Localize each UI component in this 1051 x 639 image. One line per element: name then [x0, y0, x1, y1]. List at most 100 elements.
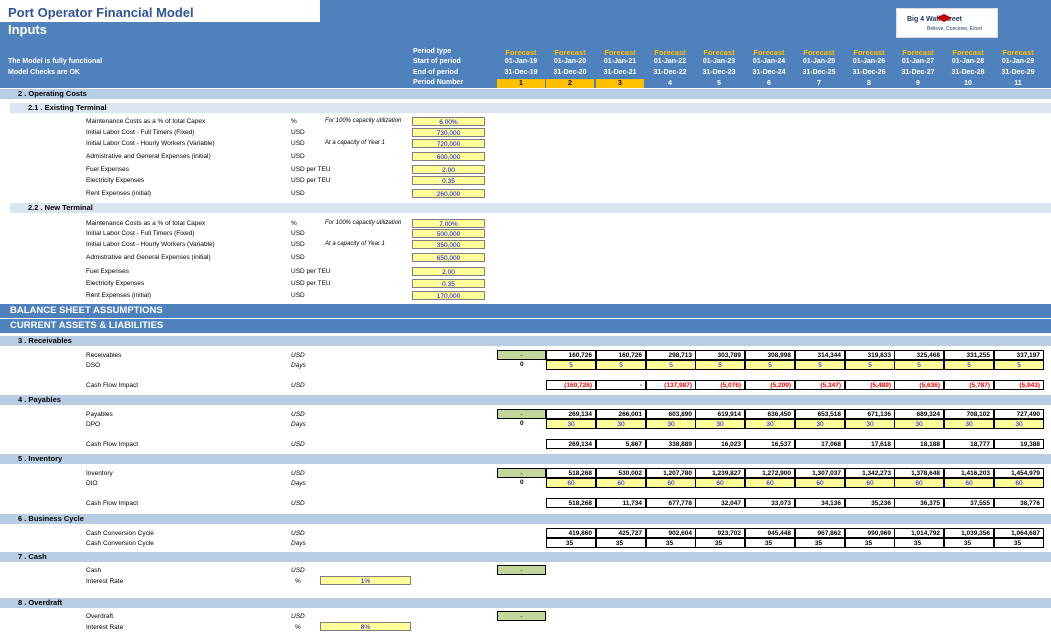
period-end: 31-Dec-27 [901, 69, 935, 76]
days-cell[interactable]: 30 [596, 419, 646, 429]
days-cell[interactable]: 5 [795, 360, 845, 370]
cashflow-cell: 11,734 [596, 498, 646, 508]
days-cell[interactable]: 30 [795, 419, 845, 429]
input-cell[interactable]: 500,000 [412, 229, 485, 238]
interest-rate-input[interactable]: 1% [320, 576, 411, 585]
days-cell[interactable]: 30 [994, 419, 1044, 429]
days-cell[interactable]: 30 [546, 419, 596, 429]
input-cell[interactable]: 170,000 [412, 291, 485, 300]
input-cell[interactable]: 350,000 [412, 240, 485, 249]
days-cell[interactable]: 30 [944, 419, 994, 429]
days-cell[interactable]: 5 [596, 360, 646, 370]
days-cell[interactable]: 60 [646, 478, 696, 488]
days-cell[interactable]: 30 [646, 419, 696, 429]
period-number: 6 [767, 80, 771, 87]
row-label: Admistrative and General Expenses (initi… [86, 153, 211, 160]
cashflow-cell: 32,047 [695, 498, 745, 508]
input-cell[interactable]: 0.35 [412, 279, 485, 288]
days-cell[interactable]: 60 [944, 478, 994, 488]
base-cell[interactable]: - [497, 468, 546, 478]
value-cell: 603,890 [646, 409, 696, 419]
days-cell[interactable]: 5 [894, 360, 944, 370]
days-cell[interactable]: 60 [546, 478, 596, 488]
section-receivables: 3 . Receivables [0, 336, 1051, 346]
period-end: 31-Dec-25 [802, 69, 836, 76]
value-cell: 298,713 [646, 350, 696, 360]
row-label: Fuel Expenses [86, 268, 129, 275]
input-cell[interactable]: 7.00% [412, 219, 485, 228]
input-cell[interactable]: 260,000 [412, 189, 485, 198]
period-type: Forecast [1002, 48, 1034, 57]
period-type: Forecast [753, 48, 785, 57]
period-number: 3 [596, 79, 644, 88]
period-type: Forecast [902, 48, 934, 57]
base-cell[interactable]: - [497, 611, 546, 621]
row-label-start: Start of period [413, 58, 461, 65]
input-cell[interactable]: 600,000 [412, 152, 485, 161]
days-cell[interactable]: 5 [646, 360, 696, 370]
row-label: DSO [86, 362, 101, 369]
cashflow-cell: 518,268 [546, 498, 596, 508]
period-number: 10 [964, 80, 972, 87]
value-cell: 967,862 [795, 528, 845, 538]
value-cell: 653,518 [795, 409, 845, 419]
days-cell[interactable]: 60 [894, 478, 944, 488]
input-cell[interactable]: 720,000 [412, 139, 485, 148]
input-cell[interactable]: 6.00% [412, 117, 485, 126]
days-cell[interactable]: 30 [845, 419, 895, 429]
cashflow-cell: (160,726) [546, 380, 596, 390]
period-start: 01-Jan-24 [752, 58, 786, 65]
row-label-number: Period Number [413, 79, 464, 86]
input-cell[interactable]: 0.35 [412, 176, 485, 185]
days-cell: 35 [845, 538, 895, 548]
days-cell[interactable]: 5 [745, 360, 795, 370]
period-start: 01-Jan-25 [802, 58, 836, 65]
section-operating-costs: 2 . Operating Costs [0, 89, 1051, 99]
section-title: 4 . Payables [18, 395, 61, 404]
row-unit: USD [291, 567, 305, 574]
model-checks: Model Checks are OK [8, 69, 80, 76]
section-title: 7 . Cash [18, 552, 47, 561]
value-cell: 269,134 [546, 409, 596, 419]
cashflow-cell: 37,555 [944, 498, 994, 508]
value-cell: 1,064,687 [994, 528, 1044, 538]
days-cell[interactable]: 60 [994, 478, 1044, 488]
row-note: At a capacity of Year 1 [325, 241, 385, 247]
base-cell[interactable]: - [497, 350, 546, 360]
days-cell[interactable]: 5 [695, 360, 745, 370]
row-unit: USD per TEU [291, 166, 331, 173]
value-cell: 530,002 [596, 468, 646, 478]
days-cell[interactable]: 60 [695, 478, 745, 488]
input-cell[interactable]: 730,000 [412, 128, 485, 137]
days-cell[interactable]: 5 [546, 360, 596, 370]
row-unit: % [295, 578, 301, 585]
period-end: 31-Dec-29 [1001, 69, 1035, 76]
input-cell[interactable]: 2.00 [412, 165, 485, 174]
days-cell[interactable]: 60 [845, 478, 895, 488]
days-cell[interactable]: 30 [695, 419, 745, 429]
base-days: 0 [520, 479, 524, 486]
days-cell[interactable]: 60 [596, 478, 646, 488]
days-cell[interactable]: 30 [745, 419, 795, 429]
row-label: Cash Flow Impact [86, 382, 139, 389]
input-cell[interactable]: 650,000 [412, 253, 485, 262]
base-cell[interactable]: - [497, 565, 546, 575]
days-cell[interactable]: 5 [845, 360, 895, 370]
base-cell[interactable]: - [497, 409, 546, 419]
days-cell[interactable]: 60 [745, 478, 795, 488]
cashflow-cell: 35,236 [845, 498, 895, 508]
days-cell[interactable]: 5 [994, 360, 1044, 370]
row-unit: USD [291, 129, 305, 136]
days-cell[interactable]: 30 [894, 419, 944, 429]
row-unit: USD [291, 613, 305, 620]
cashflow-cell: 5,867 [596, 439, 646, 449]
row-note: At a capacity of Year 1 [325, 140, 385, 146]
row-label: Rent Expenses (initial) [86, 190, 152, 197]
days-cell[interactable]: 60 [795, 478, 845, 488]
days-cell[interactable]: 5 [944, 360, 994, 370]
subsection-title: 2.2 . New Terminal [28, 203, 93, 212]
input-cell[interactable]: 2.00 [412, 267, 485, 276]
interest-rate-input[interactable]: 8% [320, 622, 411, 631]
cashflow-cell: - [596, 380, 646, 390]
period-number: 7 [817, 80, 821, 87]
